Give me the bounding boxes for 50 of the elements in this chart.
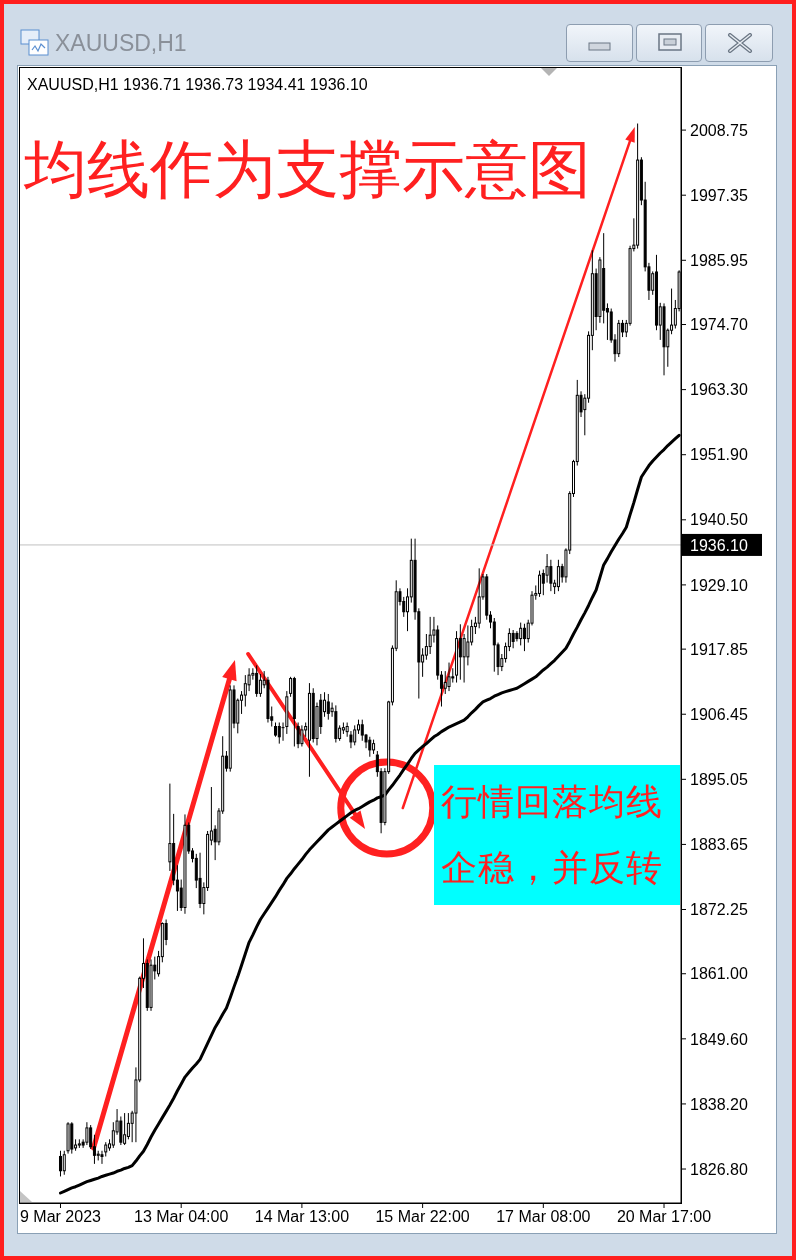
annotation: 行情回落均线企稳，并反转 xyxy=(441,780,664,890)
candlestick xyxy=(538,570,542,598)
y-tick-label: 1895.05 xyxy=(690,771,748,788)
text: XAUUSD,H1 xyxy=(55,29,187,57)
y-tick-label: 1906.45 xyxy=(690,705,748,723)
x-tick-label: 14 Mar 13:00 xyxy=(254,1208,350,1225)
candlestick xyxy=(353,724,357,746)
candlestick xyxy=(58,1150,62,1177)
candlestick xyxy=(368,736,372,758)
candlestick xyxy=(458,623,462,681)
candlestick xyxy=(300,724,304,747)
x-tick-label: 15 Mar 22:00 xyxy=(375,1208,470,1225)
candlestick xyxy=(556,559,560,592)
candlestick xyxy=(424,633,428,661)
y-tick-label: 1929.10 xyxy=(690,576,748,594)
candlestick xyxy=(466,624,470,666)
y-tick-label: 1997.35 xyxy=(690,186,748,204)
y-tick-label: 1940.50 xyxy=(690,511,748,529)
candlestick xyxy=(522,623,526,652)
text: 均线作为支撑示意图 xyxy=(24,133,591,206)
y-tick-label: 1826.80 xyxy=(690,1160,748,1178)
y-tick-label: 1849.60 xyxy=(690,1030,748,1048)
candlestick xyxy=(492,617,496,673)
y-tick-label: 1861.00 xyxy=(690,965,748,983)
candlestick xyxy=(519,622,523,646)
candlestick xyxy=(123,1112,127,1146)
candlestick xyxy=(258,673,262,698)
candlestick xyxy=(326,693,330,721)
x-tick-label: 9 Mar 2023 xyxy=(20,1208,102,1225)
x-tick-label: 13 Mar 04:00 xyxy=(134,1208,229,1225)
y-tick-label: 1951.90 xyxy=(690,446,748,464)
y-tick-label: 1963.30 xyxy=(690,381,748,399)
ref-line-label: 1936.10 xyxy=(690,536,748,554)
y-tick-label: 1985.95 xyxy=(690,251,748,269)
y-tick-label: 1917.85 xyxy=(690,640,748,658)
x-tick-label: 20 Mar 17:00 xyxy=(616,1208,712,1225)
text: XAUUSD,H1 1936.71 1936.73 1934.41 1936.10 xyxy=(27,75,368,95)
x-tick-label: 17 Mar 08:00 xyxy=(496,1208,591,1225)
candlestick xyxy=(62,1150,66,1176)
candlestick xyxy=(85,1121,89,1146)
y-tick-label: 2008.75 xyxy=(690,121,748,139)
candlestick xyxy=(126,1112,130,1140)
candlestick xyxy=(255,664,259,698)
candlestick xyxy=(428,616,432,655)
y-tick-label: 1883.65 xyxy=(690,836,748,854)
y-tick-label: 1838.20 xyxy=(690,1095,748,1113)
y-tick-label: 1872.25 xyxy=(690,901,748,919)
y-tick-label: 1974.70 xyxy=(690,316,748,334)
candlestick xyxy=(511,629,515,649)
candlestick xyxy=(447,662,451,692)
